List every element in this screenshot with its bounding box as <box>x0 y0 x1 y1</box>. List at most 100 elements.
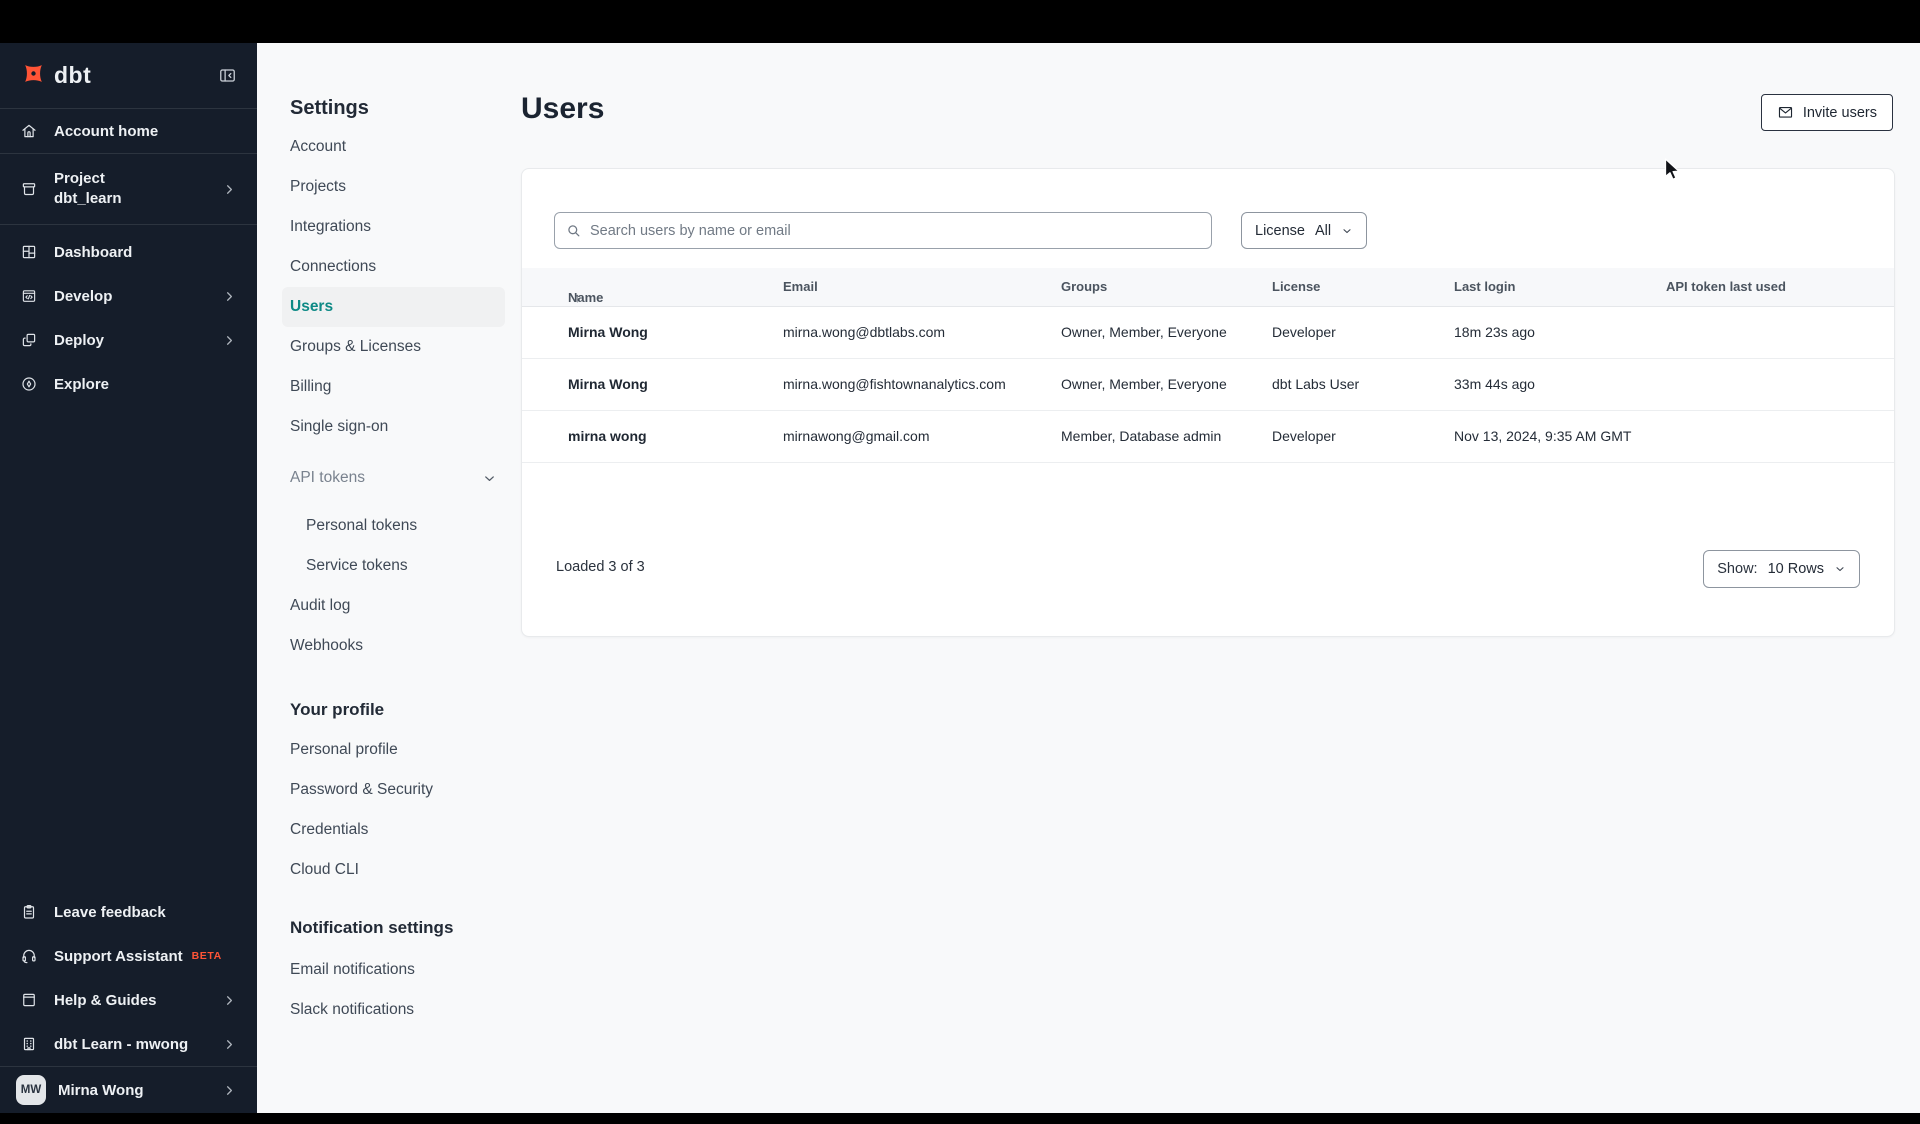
beta-badge: BETA <box>191 950 222 962</box>
sidebar-user-menu[interactable]: MW Mirna Wong <box>0 1066 257 1113</box>
project-label-group: Project dbt_learn <box>54 169 122 210</box>
cell-last-login: 33m 44s ago <box>1454 376 1535 392</box>
sidebar-item-label: Account home <box>54 122 159 140</box>
settings-item-service-tokens[interactable]: Service tokens <box>282 546 505 586</box>
app-sidebar: dbt Account home Project dbt_learn Dashb… <box>0 43 257 1113</box>
sidebar-item-help-guides[interactable]: Help & Guides <box>0 978 257 1022</box>
sidebar-item-develop[interactable]: Develop <box>0 274 257 318</box>
rows-per-page-dropdown[interactable]: Show: 10 Rows <box>1703 550 1860 588</box>
settings-item-personal-tokens[interactable]: Personal tokens <box>282 506 505 546</box>
cell-name: Mirna Wong <box>568 324 648 340</box>
sidebar-spacer <box>0 406 257 890</box>
settings-item-webhooks[interactable]: Webhooks <box>282 626 505 666</box>
search-input[interactable] <box>590 222 1201 239</box>
sidebar-item-dashboard[interactable]: Dashboard <box>0 230 257 274</box>
column-header-license[interactable]: License <box>1272 279 1321 294</box>
settings-nav-title: Settings <box>290 97 369 119</box>
settings-item-email-notifications[interactable]: Email notifications <box>282 950 505 990</box>
settings-item-label: Integrations <box>290 218 371 235</box>
settings-item-integrations[interactable]: Integrations <box>282 207 505 247</box>
sidebar-item-support-assistant[interactable]: Support Assistant BETA <box>0 934 257 978</box>
home-icon <box>20 122 38 140</box>
collapse-sidebar-icon[interactable] <box>218 66 237 85</box>
avatar: MW <box>16 1075 46 1105</box>
settings-item-audit-log[interactable]: Audit log <box>282 586 505 626</box>
column-header-last-login[interactable]: Last login <box>1454 279 1516 294</box>
settings-item-billing[interactable]: Billing <box>282 367 505 407</box>
settings-item-projects[interactable]: Projects <box>282 167 505 207</box>
sidebar-item-label: Help & Guides <box>54 991 157 1009</box>
table-row[interactable]: Mirna Wong mirna.wong@fishtownanalytics.… <box>522 359 1894 411</box>
sidebar-item-leave-feedback[interactable]: Leave feedback <box>0 890 257 934</box>
settings-item-personal-profile[interactable]: Personal profile <box>282 730 505 770</box>
chevron-right-icon <box>222 993 237 1008</box>
chevron-right-icon <box>222 289 237 304</box>
dbt-logo-icon <box>20 60 47 92</box>
sidebar-item-label: Dashboard <box>54 243 133 261</box>
settings-item-account[interactable]: Account <box>282 127 505 167</box>
settings-item-api-tokens[interactable]: API tokens <box>282 458 505 498</box>
settings-item-connections[interactable]: Connections <box>282 247 505 287</box>
cell-last-login: Nov 13, 2024, 9:35 AM GMT <box>1454 428 1632 444</box>
chevron-down-icon <box>1834 563 1846 575</box>
sidebar-item-label: Develop <box>54 287 113 305</box>
settings-item-label: Personal profile <box>290 741 398 758</box>
settings-item-label: Slack notifications <box>290 1001 415 1018</box>
notification-section-title: Notification settings <box>290 918 454 937</box>
show-label: Show: <box>1717 561 1758 577</box>
settings-item-label: Users <box>290 298 334 315</box>
settings-item-cloud-cli[interactable]: Cloud CLI <box>282 850 505 890</box>
cell-license: Developer <box>1272 324 1336 340</box>
settings-item-slack-notifications[interactable]: Slack notifications <box>282 990 505 1030</box>
settings-item-label: Service tokens <box>306 557 408 574</box>
dashboard-icon <box>20 243 38 261</box>
settings-item-label: Projects <box>290 178 346 195</box>
logo-row: dbt <box>0 43 257 109</box>
license-filter-label: License <box>1255 222 1305 239</box>
bottom-letterbox-bar <box>0 1113 1920 1124</box>
settings-item-label: Email notifications <box>290 961 415 978</box>
table-row[interactable]: Mirna Wong mirna.wong@dbtlabs.com Owner,… <box>522 307 1894 359</box>
license-filter-dropdown[interactable]: License All <box>1241 212 1368 249</box>
sidebar-item-explore[interactable]: Explore <box>0 362 257 406</box>
settings-item-label: Password & Security <box>290 781 433 798</box>
sort-ascending-icon[interactable]: ↑ <box>574 290 581 305</box>
organization-icon <box>20 1035 38 1053</box>
column-header-api-token[interactable]: API token last used <box>1666 279 1786 294</box>
settings-item-users[interactable]: Users <box>282 287 505 327</box>
column-header-groups[interactable]: Groups <box>1061 279 1108 294</box>
project-icon <box>20 180 38 198</box>
column-header-email[interactable]: Email <box>783 279 818 294</box>
sidebar-item-deploy[interactable]: Deploy <box>0 318 257 362</box>
settings-item-single-sign-on[interactable]: Single sign-on <box>282 407 505 447</box>
chevron-right-icon <box>222 1037 237 1052</box>
sidebar-item-project[interactable]: Project dbt_learn <box>0 154 257 225</box>
cell-email: mirnawong@gmail.com <box>783 428 930 444</box>
sidebar-item-dbt-learn-org[interactable]: dbt Learn - mwong <box>0 1022 257 1066</box>
loaded-count-text: Loaded 3 of 3 <box>556 559 645 575</box>
chevron-down-icon <box>1341 225 1353 237</box>
search-icon <box>565 222 582 239</box>
cell-name: Mirna Wong <box>568 376 648 392</box>
settings-item-password-security[interactable]: Password & Security <box>282 770 505 810</box>
cell-groups: Member, Database admin <box>1061 428 1222 444</box>
settings-item-groups-licenses[interactable]: Groups & Licenses <box>282 327 505 367</box>
search-box[interactable] <box>554 212 1212 249</box>
settings-item-label: Audit log <box>290 597 351 614</box>
table-row[interactable]: mirna wong mirnawong@gmail.com Member, D… <box>522 411 1894 463</box>
settings-item-label: Groups & Licenses <box>290 338 421 355</box>
settings-item-label: Credentials <box>290 821 369 838</box>
invite-users-button[interactable]: Invite users <box>1760 94 1893 131</box>
sidebar-main-group: Dashboard Develop Deploy Explore <box>0 225 257 406</box>
sidebar-item-account-home[interactable]: Account home <box>0 109 257 154</box>
sidebar-item-label: Leave feedback <box>54 903 166 921</box>
settings-item-credentials[interactable]: Credentials <box>282 810 505 850</box>
develop-icon <box>20 287 38 305</box>
cell-email: mirna.wong@dbtlabs.com <box>783 324 946 340</box>
settings-item-label: Single sign-on <box>290 418 389 435</box>
mail-icon <box>1777 104 1794 121</box>
sidebar-item-label: Support Assistant <box>54 947 183 965</box>
settings-item-label: Connections <box>290 258 377 275</box>
cell-license: Developer <box>1272 428 1336 444</box>
sidebar-item-label: Deploy <box>54 331 105 349</box>
